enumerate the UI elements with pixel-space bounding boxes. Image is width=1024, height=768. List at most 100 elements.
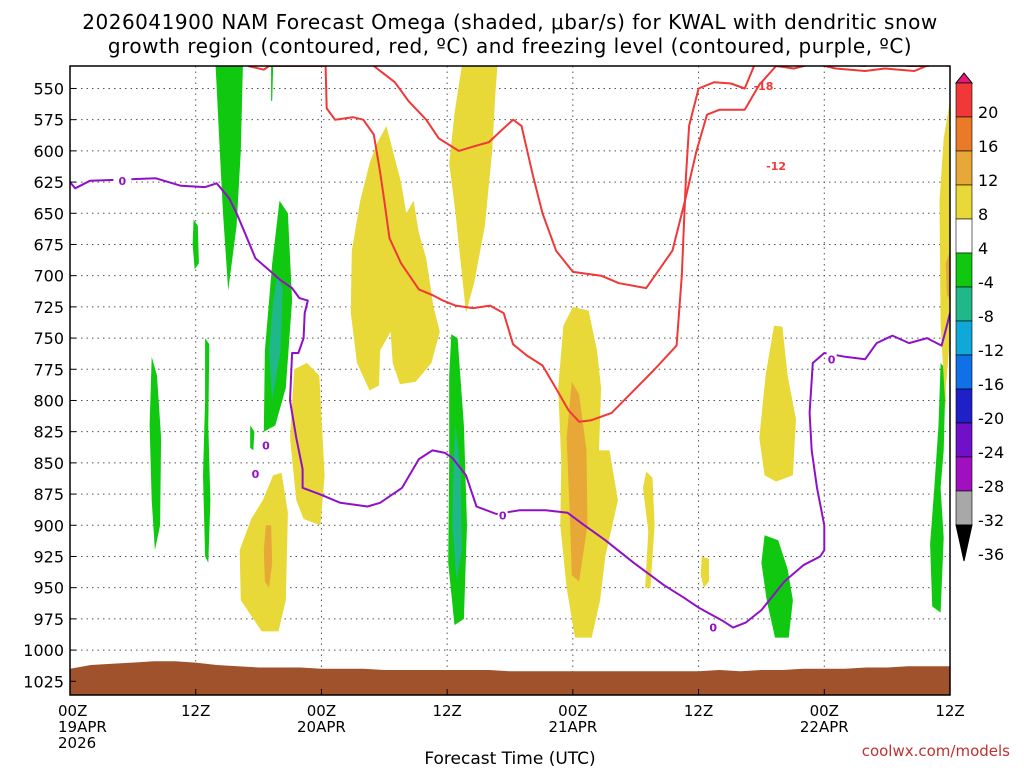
contour-label-bg (113, 173, 132, 188)
contour-label-bg (708, 620, 719, 635)
omega-region (449, 66, 498, 314)
colorbar-segment (955, 422, 973, 458)
plot-area (70, 66, 950, 695)
colorbar-label: -28 (978, 477, 1004, 496)
y-tick-label: 725 (33, 298, 64, 317)
colorbar-label: 16 (978, 137, 998, 156)
omega-region (215, 66, 243, 291)
omega-region (939, 100, 950, 413)
terrain-area (70, 661, 950, 695)
y-tick-label: 600 (33, 142, 64, 161)
y-tick-label: 975 (33, 610, 64, 629)
credit-text: coolwx.com/models (862, 742, 1010, 760)
x-tick-label: 00Z (307, 702, 336, 720)
x-axis-label: Forecast Time (UTC) (424, 749, 595, 768)
omega-region (759, 325, 796, 482)
omega-region (566, 381, 588, 582)
contour-label-bg (260, 438, 271, 453)
omega-region (263, 525, 273, 588)
omega-region (350, 125, 440, 391)
colorbar-segment (955, 150, 973, 186)
colorbar-segment (955, 184, 973, 220)
omega-region (269, 275, 283, 401)
contour-line (247, 66, 929, 423)
contour-label: -18 (754, 80, 774, 93)
y-tick-label: 800 (33, 391, 64, 410)
colorbar-label: 4 (978, 239, 988, 258)
omega-region (271, 66, 274, 101)
colorbar-segment (955, 82, 973, 118)
omega-region (930, 363, 946, 613)
contour-label: 0 (828, 353, 836, 366)
omega-region (452, 425, 462, 582)
y-tick-label: 875 (33, 485, 64, 504)
y-tick-label: 1000 (23, 641, 64, 660)
omega-shaded-regions (149, 66, 950, 638)
colorbar-label: -12 (978, 341, 1004, 360)
colorbar-segment (955, 320, 973, 356)
x-tick-label: 00Z (810, 702, 839, 720)
omega-region (250, 425, 255, 451)
colorbar-label: -36 (978, 545, 1004, 564)
y-tick-label: 825 (33, 423, 64, 442)
y-tick-label: 1025 (23, 672, 64, 691)
x-tick-label: 19APR (58, 718, 107, 736)
contour-lines: -18 -12 0 0 0 0 0 0 (70, 66, 950, 635)
colorbar-segment (955, 388, 973, 424)
terrain (70, 661, 950, 695)
y-tick-label: 700 (33, 267, 64, 286)
contour-label-bg (250, 467, 261, 482)
colorbar-label: -4 (978, 273, 994, 292)
omega-region (643, 471, 655, 588)
chart-title-line2: growth region (contoured, red, ºC) and f… (108, 34, 912, 58)
colorbar-segment (955, 252, 973, 288)
chart-title-line1: 2026041900 NAM Forecast Omega (shaded, μ… (82, 10, 937, 34)
contour-label: 0 (252, 468, 260, 481)
x-tick-label: 12Z (181, 702, 210, 720)
omega-region (203, 338, 211, 563)
contour-label-bg (767, 158, 786, 173)
y-tick-label: 950 (33, 579, 64, 598)
omega-region (192, 219, 199, 270)
contour-label: 0 (709, 622, 717, 635)
contour-label-bg (826, 352, 837, 367)
colorbar-label: 20 (978, 103, 998, 122)
colorbar-label: -20 (978, 409, 1004, 428)
y-tick-label: 925 (33, 547, 64, 566)
colorbar-bottom-arrow (955, 524, 973, 562)
grid-lines (69, 66, 951, 695)
y-tick-label: 550 (33, 79, 64, 98)
colorbar-segment (955, 286, 973, 322)
contour-line (373, 66, 950, 290)
colorbar: 20 16 12 8 4 -4 -8 -12 -16 -20 -24 -28 -32 -36 (954, 72, 1004, 564)
colorbar-segment (955, 456, 973, 492)
omega-region (945, 250, 950, 301)
colorbar-segment (955, 116, 973, 152)
y-tick-label: 850 (33, 454, 64, 473)
x-tick-label: 2026 (58, 734, 96, 752)
contour-label-bg (497, 508, 508, 523)
colorbar-label: 8 (978, 205, 988, 224)
x-tick-label: 12Z (935, 702, 964, 720)
omega-region (149, 356, 162, 551)
omega-region (239, 472, 288, 632)
y-tick-label: 675 (33, 235, 64, 254)
x-tick-label: 21APR (548, 718, 597, 736)
contour-label: 0 (499, 509, 507, 522)
x-tick-label: 20APR (297, 718, 346, 736)
colorbar-top-arrow (954, 72, 974, 84)
contour-label: 0 (119, 175, 127, 188)
plot-frame (69, 65, 951, 696)
y-tick-label: 750 (33, 329, 64, 348)
colorbar-label: -8 (978, 307, 994, 326)
y-axis-ticks: 550 575 600 625 650 675 700 725 750 775 800 825 850 8… (23, 79, 76, 691)
omega-region (700, 556, 709, 588)
omega-region (761, 535, 793, 638)
colorbar-label: 12 (978, 171, 998, 190)
x-tick-label: 12Z (684, 702, 713, 720)
colorbar-label: -16 (978, 375, 1004, 394)
y-tick-label: 900 (33, 516, 64, 535)
colorbar-segment (955, 354, 973, 390)
